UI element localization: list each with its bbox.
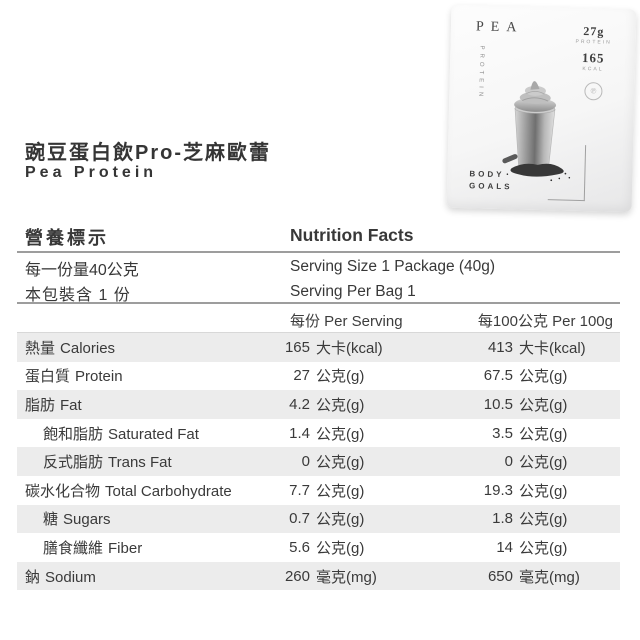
divider-line-top <box>17 251 620 253</box>
per-serving-value: 5.6 <box>289 538 310 556</box>
row-label-zh: 飽和脂肪 <box>43 425 104 443</box>
nutrition-heading-zh: 營養標示 <box>25 228 109 248</box>
product-title-zh: 豌豆蛋白飲Pro-芝麻歐蕾 <box>25 142 271 164</box>
table-row-sugars: 糖 Sugars 0.7 公克(g) 1.8 公克(g) <box>17 504 620 534</box>
serving-size-en: Serving Size 1 Package (40g) <box>290 258 496 275</box>
row-label-zh: 蛋白質 <box>25 368 71 386</box>
table-row-saturated-fat: 飽和脂肪 Saturated Fat 1.4 公克(g) 3.5 公克(g) <box>17 419 620 448</box>
column-header-per-100g: 每100公克 Per 100g <box>477 313 613 330</box>
per-serving-unit: 大卡(kcal) <box>316 339 383 357</box>
package-protein-value: 27g <box>583 24 605 39</box>
per-serving-unit: 公克(g) <box>316 425 365 443</box>
row-label-en: Sugars <box>63 511 111 529</box>
per-serving-unit: 公克(g) <box>316 368 365 386</box>
row-label-en: Total Carbohydrate <box>105 482 232 500</box>
package-footer-logo: BODY GOALS <box>469 168 513 193</box>
row-label-zh: 熱量 <box>25 339 56 357</box>
row-label-en: Protein <box>75 368 123 386</box>
package-footer-line1: BODY <box>469 169 505 180</box>
per-serving-unit: 毫克(mg) <box>316 568 377 586</box>
per-serving-value: 260 <box>284 567 310 585</box>
table-row-trans-fat: 反式脂肪 Trans Fat 0 公克(g) 0 公克(g) <box>17 447 620 476</box>
row-label-en: Sodium <box>45 568 96 586</box>
divider-line-middle <box>17 302 620 304</box>
row-label-zh: 膳食纖維 <box>43 539 104 557</box>
per-100g-unit: 公克(g) <box>519 425 568 443</box>
table-row-protein: 蛋白質 Protein 27 公克(g) 67.5 公克(g) <box>17 362 620 391</box>
per-serving-value: 0 <box>301 453 310 471</box>
servings-per-bag-zh: 本包裝含 1 份 <box>25 287 131 304</box>
per-serving-unit: 公克(g) <box>316 396 365 414</box>
per-serving-value: 7.7 <box>289 481 310 499</box>
row-label-en: Calories <box>60 339 116 357</box>
per-serving-value: 4.2 <box>289 395 310 413</box>
row-label-en: Fat <box>60 396 82 414</box>
per-serving-value: 165 <box>284 338 310 356</box>
servings-per-bag-en: Serving Per Bag 1 <box>290 283 416 300</box>
per-100g-value: 3.5 <box>492 424 513 442</box>
per-100g-value: 0 <box>504 453 513 471</box>
per-serving-value: 0.7 <box>289 510 310 528</box>
per-100g-value: 650 <box>487 567 513 585</box>
drink-illustration <box>502 81 571 182</box>
per-100g-value: 413 <box>487 338 513 356</box>
package-circle-badge: ℗ <box>584 82 603 101</box>
product-package-photo: PEA PROTEIN 27g PROTEIN 165 KCAL ℗ <box>446 4 637 213</box>
row-label-zh: 脂肪 <box>25 396 56 414</box>
per-serving-value: 27 <box>293 367 310 385</box>
per-serving-unit: 公克(g) <box>316 454 365 472</box>
package-kcal-value: 165 <box>581 49 605 66</box>
per-100g-unit: 公克(g) <box>519 539 568 557</box>
row-label-zh: 糖 <box>43 511 59 529</box>
per-serving-value: 1.4 <box>289 424 310 442</box>
per-100g-unit: 大卡(kcal) <box>519 339 586 357</box>
per-100g-unit: 毫克(mg) <box>519 568 580 586</box>
product-title-en: Pea Protein <box>25 164 158 181</box>
per-100g-value: 19.3 <box>483 481 513 499</box>
per-serving-unit: 公克(g) <box>316 539 365 557</box>
per-100g-value: 10.5 <box>483 395 513 413</box>
table-row-fiber: 膳食纖維 Fiber 5.6 公克(g) 14 公克(g) <box>17 533 620 562</box>
table-row-sodium: 鈉 Sodium 260 毫克(mg) 650 毫克(mg) <box>17 561 620 591</box>
serving-size-zh: 每一份量40公克 <box>25 262 139 279</box>
per-100g-value: 14 <box>496 538 513 556</box>
row-label-en: Fiber <box>108 539 143 557</box>
row-label-zh: 鈉 <box>25 568 41 586</box>
per-100g-unit: 公克(g) <box>519 396 568 414</box>
row-label-zh: 碳水化合物 <box>25 482 101 500</box>
per-serving-unit: 公克(g) <box>316 511 365 529</box>
package-protein-label: PROTEIN <box>575 38 612 46</box>
per-serving-unit: 公克(g) <box>316 482 365 500</box>
nutrition-heading-en: Nutrition Facts <box>290 225 414 245</box>
row-label-zh: 反式脂肪 <box>43 454 104 472</box>
nutrition-table: 熱量 Calories 165 大卡(kcal) 413 大卡(kcal) 蛋白質… <box>17 332 620 591</box>
package-brand-subtext: PROTEIN <box>477 45 485 101</box>
per-100g-unit: 公克(g) <box>519 368 568 386</box>
table-row-fat: 脂肪 Fat 4.2 公克(g) 10.5 公克(g) <box>17 390 620 419</box>
package-corner-bracket <box>547 144 587 202</box>
row-label-en: Trans Fat <box>108 454 172 472</box>
per-100g-unit: 公克(g) <box>519 482 568 500</box>
package-footer-line2: GOALS <box>468 181 513 192</box>
per-100g-unit: 公克(g) <box>519 454 568 472</box>
per-100g-value: 1.8 <box>492 510 513 528</box>
package-brand-text: PEA <box>475 19 524 36</box>
per-100g-value: 67.5 <box>483 367 513 385</box>
row-label-en: Saturated Fat <box>108 425 199 443</box>
per-100g-unit: 公克(g) <box>519 511 568 529</box>
column-header-per-serving: 每份 Per Serving <box>290 313 403 330</box>
table-row-carbohydrate: 碳水化合物 Total Carbohydrate 7.7 公克(g) 19.3 公… <box>17 476 620 505</box>
table-row-calories: 熱量 Calories 165 大卡(kcal) 413 大卡(kcal) <box>17 333 620 362</box>
